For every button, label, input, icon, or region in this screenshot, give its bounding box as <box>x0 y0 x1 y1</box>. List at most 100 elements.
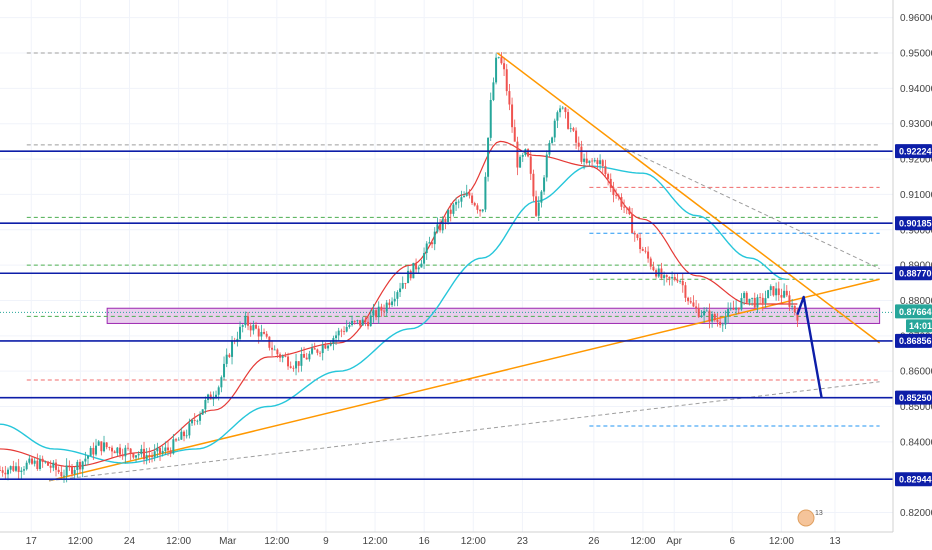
candle-body <box>708 310 711 322</box>
candle-body <box>535 196 538 216</box>
candle-body <box>95 445 98 455</box>
candle-body <box>716 320 719 322</box>
candle-body <box>593 160 596 162</box>
candle-body <box>180 431 183 440</box>
candle-body <box>473 203 476 206</box>
candle-body <box>356 320 359 322</box>
candle-body <box>748 298 751 303</box>
candle-body <box>20 470 23 473</box>
candle-body <box>420 263 423 268</box>
candle-body <box>476 205 479 210</box>
candle-body <box>641 249 644 251</box>
candle-body <box>409 270 412 279</box>
candle-body <box>388 302 391 306</box>
candle-body <box>463 195 466 198</box>
candle-body <box>231 340 234 357</box>
candle-body <box>287 356 290 367</box>
candle-body <box>68 465 71 467</box>
price-levels-layer <box>0 150 893 480</box>
candle-body <box>425 243 428 254</box>
candle-body <box>687 297 690 302</box>
candle-body <box>121 454 124 457</box>
candle-body <box>516 141 519 168</box>
candle-body <box>369 315 372 327</box>
candle-body <box>537 202 540 216</box>
candle-body <box>727 308 730 317</box>
candle-body <box>39 458 42 469</box>
candle-body <box>295 361 298 369</box>
candle-body <box>167 447 170 451</box>
candle-body <box>87 455 90 459</box>
candle-body <box>428 242 431 244</box>
candle-body <box>791 305 794 307</box>
candle-body <box>244 316 247 326</box>
time-axis[interactable]: 17 12:00 24 12:00 Mar 12:00 9 12:00 16 12:00 23 26 1… <box>26 536 841 547</box>
candle-body <box>551 137 554 143</box>
candle-body <box>735 307 738 310</box>
candle-body <box>9 466 12 470</box>
candle-body <box>156 447 159 452</box>
candle-body <box>81 461 84 470</box>
candle-body <box>55 462 58 470</box>
candle-body <box>73 469 76 474</box>
candle-body <box>361 319 364 326</box>
candle-body <box>436 224 439 232</box>
candle-body <box>729 308 732 310</box>
candle-body <box>481 209 484 212</box>
forecast-layer <box>796 295 823 398</box>
candle-body <box>737 307 740 310</box>
candle-body <box>449 209 452 214</box>
candle-body <box>633 233 636 235</box>
candle-body <box>644 250 647 252</box>
trendline <box>48 278 880 482</box>
candle-body <box>151 456 154 457</box>
candle-body <box>105 442 108 448</box>
candle-body <box>204 400 207 410</box>
candle-body <box>335 335 338 339</box>
candle-body <box>119 447 122 455</box>
candle-body <box>719 321 722 326</box>
candle-body <box>492 82 495 100</box>
candle-body <box>575 130 578 143</box>
candle-body <box>524 149 527 155</box>
x-tick-label: 24 <box>124 536 136 547</box>
candle-body <box>321 345 324 354</box>
candle-body <box>652 266 655 271</box>
candle-body <box>260 331 263 337</box>
trendline <box>496 52 881 344</box>
candle-body <box>617 195 620 197</box>
candle-body <box>36 460 39 469</box>
candle-body <box>353 320 356 322</box>
watermark-badge: 13 <box>797 509 823 527</box>
candle-body <box>764 298 767 304</box>
candle-body <box>785 290 788 296</box>
candle-body <box>28 458 31 463</box>
moving-averages-layer <box>0 140 798 468</box>
candle-body <box>124 447 127 457</box>
candle-body <box>596 160 599 164</box>
candle-body <box>25 462 28 470</box>
x-tick-label: 23 <box>517 536 529 547</box>
candle-body <box>359 320 362 326</box>
candle-body <box>249 325 252 331</box>
candle-body <box>305 357 308 360</box>
price-level-tag-text: 0.90185 <box>899 218 932 228</box>
candle-body <box>377 306 380 318</box>
candle-body <box>137 454 140 456</box>
price-level-tag-text: 0.88770 <box>899 268 932 278</box>
candle-body <box>649 258 652 267</box>
candle-body <box>703 310 706 316</box>
candle-body <box>695 306 698 309</box>
candle-body <box>292 367 295 369</box>
candle-body <box>548 142 551 155</box>
candle-body <box>47 461 50 466</box>
candle-body <box>775 288 778 296</box>
candle-body <box>271 347 274 350</box>
candle-body <box>607 174 610 179</box>
candle-body <box>89 447 92 456</box>
